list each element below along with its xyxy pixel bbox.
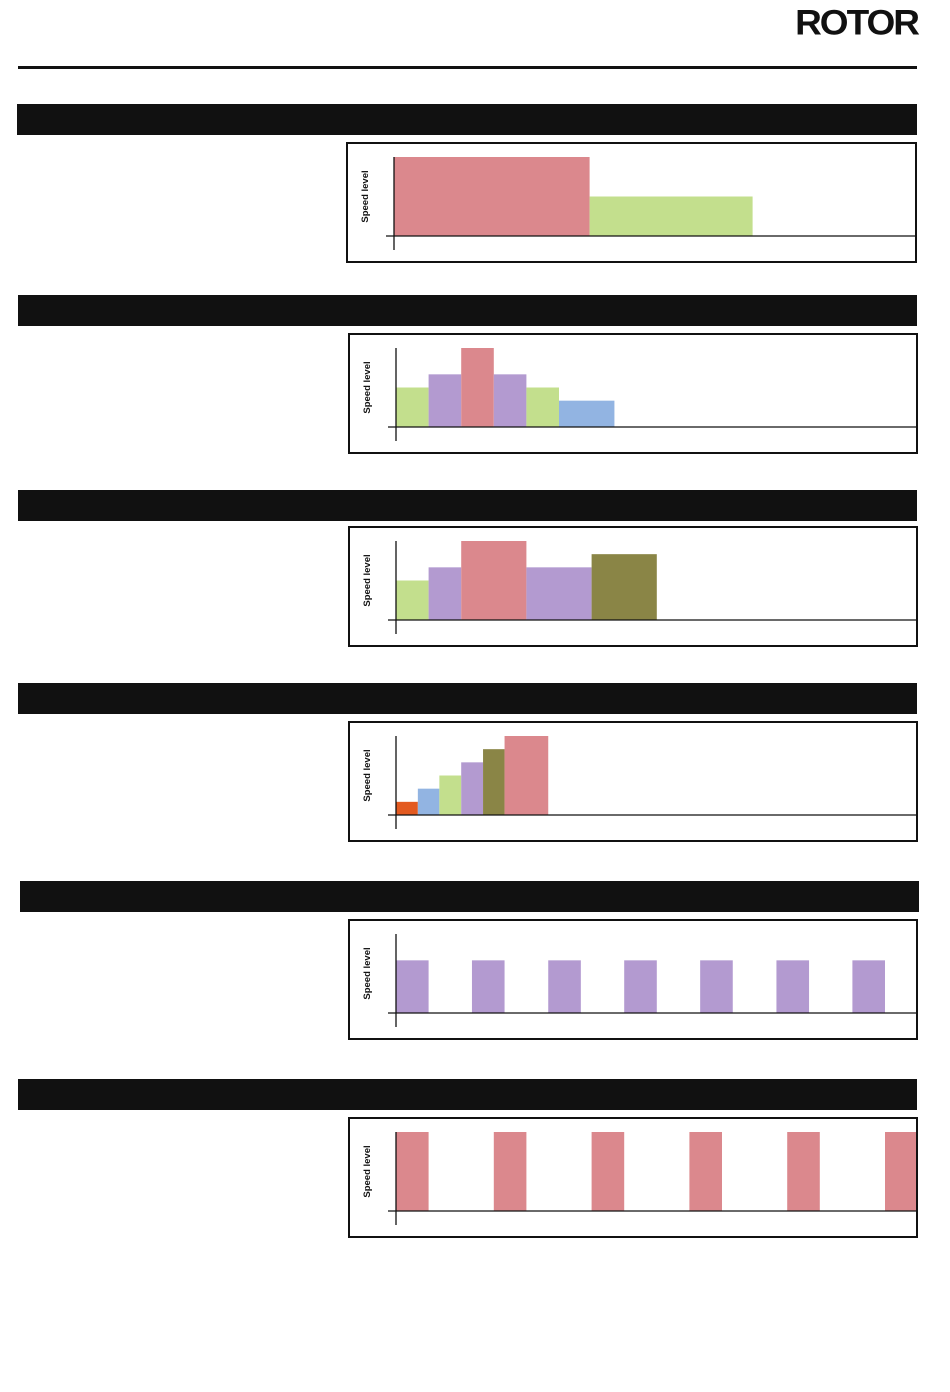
section-header-6	[18, 1079, 917, 1110]
chart-svg: Speed level	[362, 934, 916, 1027]
speed-bar-5	[483, 749, 505, 815]
chart-svg: Speed level	[360, 157, 915, 250]
speed-bar-4	[526, 567, 592, 620]
speed-bar-6	[885, 1132, 916, 1211]
header-rule	[18, 66, 917, 69]
speed-chart-2: Speed level	[348, 333, 918, 454]
speed-bar-4	[624, 960, 657, 1013]
speed-bar-7	[852, 960, 885, 1013]
section-header-4	[18, 683, 917, 714]
speed-bar-1	[396, 580, 429, 620]
speed-bar-6	[504, 736, 549, 815]
speed-bar-2	[428, 567, 462, 620]
speed-bar-5	[526, 387, 559, 427]
speed-bar-4	[461, 762, 484, 815]
speed-bar-5	[591, 554, 657, 620]
y-axis-label: Speed level	[362, 361, 373, 413]
speed-chart-3: Speed level	[348, 526, 918, 647]
speed-chart-5: Speed level	[348, 919, 918, 1040]
section-header-1	[17, 104, 917, 135]
speed-bar-2	[471, 960, 505, 1013]
y-axis-label: Speed level	[360, 170, 371, 222]
y-axis-label: Speed level	[362, 749, 373, 801]
speed-bar-3	[461, 541, 527, 620]
speed-bar-4	[689, 1132, 722, 1211]
speed-bar-2	[589, 196, 753, 236]
speed-bar-3	[591, 1132, 625, 1211]
speed-bar-5	[787, 1132, 820, 1211]
speed-bar-3	[548, 960, 581, 1013]
chart-svg: Speed level	[362, 348, 916, 441]
section-header-2	[18, 295, 917, 326]
y-axis-label: Speed level	[362, 1145, 373, 1197]
speed-bar-1	[396, 801, 418, 815]
section-header-3	[18, 490, 917, 521]
speed-chart-4: Speed level	[348, 721, 918, 842]
speed-bar-6	[559, 400, 615, 427]
section-header-5	[20, 881, 919, 912]
speed-bar-4	[493, 374, 527, 427]
speed-bar-5	[700, 960, 733, 1013]
rotor-logo: ROTOR	[795, 3, 920, 42]
speed-bar-2	[417, 788, 440, 815]
chart-svg: Speed level	[362, 736, 916, 829]
speed-bar-1	[396, 960, 429, 1013]
y-axis-label: Speed level	[362, 554, 373, 606]
speed-bar-1	[396, 1132, 429, 1211]
chart-svg: Speed level	[362, 1132, 916, 1225]
speed-bar-6	[776, 960, 810, 1013]
y-axis-label: Speed level	[362, 947, 373, 999]
speed-bar-3	[439, 775, 462, 815]
speed-bar-2	[428, 374, 462, 427]
chart-svg: Speed level	[362, 541, 916, 634]
speed-bar-1	[394, 157, 590, 236]
speed-bar-3	[461, 348, 494, 427]
speed-bar-2	[493, 1132, 527, 1211]
speed-chart-6: Speed level	[348, 1117, 918, 1238]
speed-chart-1: Speed level	[346, 142, 917, 263]
speed-bar-1	[396, 387, 429, 427]
